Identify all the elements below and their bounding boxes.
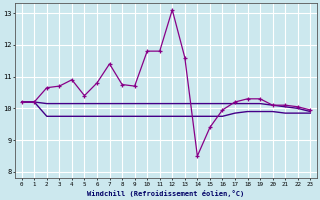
X-axis label: Windchill (Refroidissement éolien,°C): Windchill (Refroidissement éolien,°C) [87, 190, 244, 197]
